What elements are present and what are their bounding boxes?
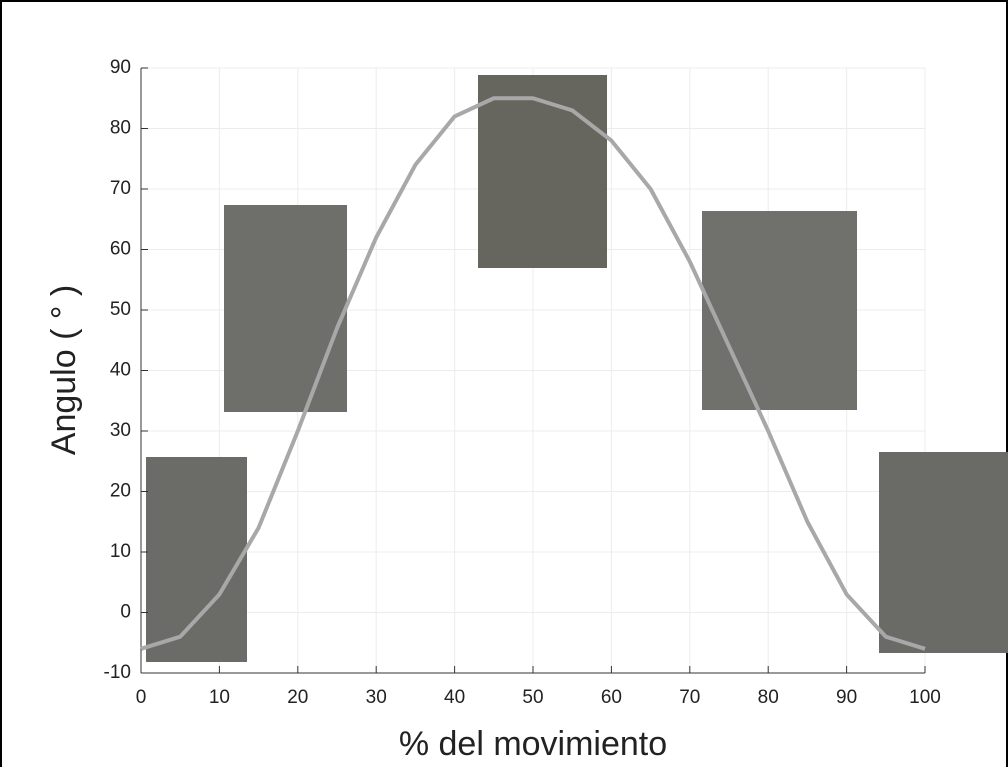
y-tick-label: 80 [110,118,131,139]
x-tick-label: 100 [909,687,941,708]
x-tick-label: 40 [444,687,465,708]
y-tick-label: 0 [120,602,131,623]
x-tick-label: 60 [601,687,622,708]
y-axis-label: Angulo ( ° ) [45,285,83,455]
y-tick-label: 50 [110,299,131,320]
x-tick-label: 70 [679,687,700,708]
x-tick-label: 50 [522,687,543,708]
photo [702,211,857,410]
y-tick-label: 30 [110,420,131,441]
y-tick-label: 70 [110,178,131,199]
photo [224,205,347,412]
y-tick-label: 90 [110,57,131,78]
x-tick-label: 10 [209,687,230,708]
y-tick-label: 60 [110,239,131,260]
x-tick-label: 20 [287,687,308,708]
y-tick-label: 20 [110,481,131,502]
photos [146,75,1008,662]
y-tick-label: -10 [104,662,131,683]
x-tick-label: 30 [366,687,387,708]
x-tick-label: 90 [836,687,857,708]
x-tick-label: 80 [758,687,779,708]
x-axis-label: % del movimiento [399,725,667,763]
photo [146,457,247,662]
y-tick-label: 40 [110,360,131,381]
x-tick-label: 0 [136,687,147,708]
photo [478,75,607,268]
y-tick-label: 10 [110,541,131,562]
chart: 0102030405060708090100-10010203040506070… [0,0,1008,767]
photo [879,452,1008,653]
